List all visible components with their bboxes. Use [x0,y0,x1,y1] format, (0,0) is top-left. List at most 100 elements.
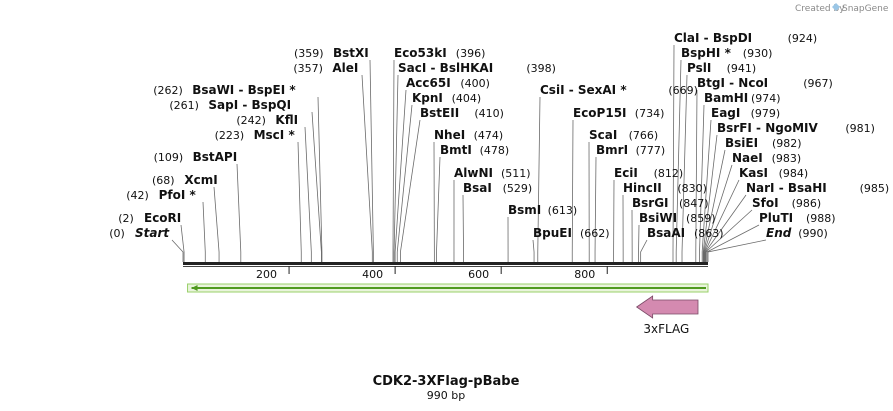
tick-label: 200 [256,268,277,281]
leader-kpni [396,104,413,262]
site-ecop15i: (734) EcoP15I [573,106,664,120]
site-pluti: (988) PluTI [759,211,836,225]
backbone-top-strand [183,262,708,265]
site-sapi: (261) SapI - BspQI [169,98,291,112]
site-position: (0) [109,227,125,240]
site-hincii: (830) HincII [623,181,707,195]
site-sfoi: (986) SfoI [752,196,821,210]
site-eagi: (979) EagI [711,106,780,120]
site-position: (357) [293,62,323,75]
site-name: ScaI [589,128,617,142]
leader-alei [361,74,373,262]
site-name: BspHI * [681,46,732,60]
leader-acc65i [394,89,407,262]
site-bsaai: (863) BsaAI [647,226,724,240]
site-name: BsaWI - BspEI * [192,83,296,97]
site-name: EcoRI [144,211,181,225]
site-btgi: (967) BtgI - NcoI [697,76,833,90]
site-nhei: (474) NheI [434,128,503,142]
site-ecori: (2) EcoRI [118,211,181,225]
site-name: XcmI [184,173,217,187]
site-position: (223) [215,129,245,142]
leader-bstapi [236,163,242,262]
site-name: PluTI [759,211,793,225]
ruler-ticks: 200 400 600 800 [256,266,608,281]
site-position: (662) [580,227,610,240]
site-position: (261) [169,99,199,112]
site-bstapi: (109) BstAPI [154,150,238,164]
site-position: (478) [480,144,510,157]
leader-csii [537,96,541,262]
site-position: (812) [654,167,684,180]
site-name: NarI - BsaHI [746,181,827,195]
site-name: BsiWI [639,211,677,225]
site-position: (42) [126,189,149,202]
tick-label: 400 [362,268,383,281]
leader-kfli [304,126,312,262]
leader-sfoi [705,209,753,262]
site-name: BmrI [596,143,628,157]
site-position: (359) [294,47,324,60]
site-scai: (766) ScaI [589,128,658,142]
site-pfoi: (42) PfoI * [126,188,196,202]
site-position: (863) [694,227,724,240]
site-name: BsaAI [647,226,685,240]
site-position: (262) [153,84,183,97]
site-name: BstXI [333,46,369,60]
site-acc65i: (400) Acc65I [406,76,490,90]
site-name: EagI [711,106,740,120]
tick-label: 600 [468,268,489,281]
leader-clai [672,44,675,262]
site-name: BamHI [704,91,748,105]
site-position: (511) [501,167,531,180]
leader-bsphi [675,59,682,262]
site-name: KflI [275,113,298,127]
feature-track: 3xFLAG [187,283,709,336]
site-bstxi: (359) BstXI [294,46,369,60]
leader-naei [703,164,733,262]
site-position: (967) [803,77,833,90]
site-name: SapI - BspQI [208,98,291,112]
orf-arrowhead [191,285,198,291]
site-position: (474) [474,129,504,142]
site-position: (400) [460,77,490,90]
site-position: (981) [845,122,875,135]
site-name: KpnI [412,91,443,105]
site-name: BstEII [420,106,459,120]
site-bsphi: (930) BspHI * [681,46,772,60]
leader-ecori [180,224,185,262]
site-position: (847) [679,197,709,210]
site-position: (985) [860,182,890,195]
site-name: KasI [739,166,768,180]
leader-bpuei [532,239,535,262]
site-position: (990) [798,227,828,240]
site-position: (983) [772,152,802,165]
site-bsawi: (262) BsaWI - BspEI * [153,83,296,97]
map-length: 990 bp [427,389,465,402]
site-bsai: (529) BsaI [463,181,532,195]
site-position: (734) [635,107,665,120]
site-name: Start [135,226,170,240]
leader-ecop15i [571,119,574,262]
site-kpni: (404) KpnI [412,91,481,105]
site-position: (669) [668,84,698,97]
leader-bsai [462,194,464,262]
site-position: (2) [118,212,134,225]
site-name: PslI [687,61,711,75]
site-position: (859) [686,212,716,225]
site-name: BmtI [440,143,472,157]
site-msci: (223) MscI * [215,128,296,142]
site-name: NaeI [732,151,763,165]
site-alwni: (511) AlwNI [454,166,531,180]
site-alei: (357) AleI [293,61,358,75]
leader-pfoi [202,201,206,262]
sequence-backbone [183,262,708,267]
site-position: (988) [806,212,836,225]
leader-xcmi [213,186,220,262]
site-position: (984) [779,167,809,180]
leader-kasi [704,179,740,262]
feature-3xflag-arrow [635,295,699,319]
site-position: (398) [526,62,556,75]
site-bsmi: (613) BsmI [508,203,577,217]
site-leader-lines [171,44,767,262]
